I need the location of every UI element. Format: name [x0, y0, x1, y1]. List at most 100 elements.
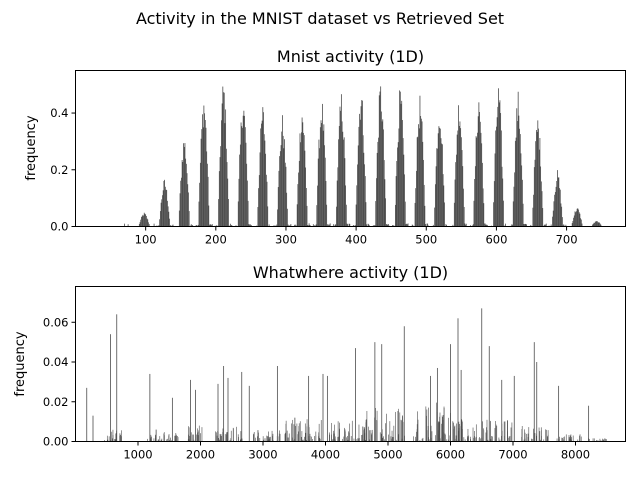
x-tick-label: 1000: [123, 448, 152, 462]
bar: [577, 439, 579, 442]
bar: [357, 145, 359, 227]
bar: [502, 178, 504, 227]
bar: [595, 221, 597, 227]
bar: [571, 223, 573, 227]
bar: [302, 439, 303, 442]
bar: [578, 209, 579, 227]
bar: [298, 172, 299, 227]
bar: [145, 216, 147, 227]
bar: [110, 334, 111, 442]
bar: [278, 170, 280, 227]
bar: [86, 387, 88, 442]
bar: [439, 128, 441, 227]
bar: [576, 208, 578, 227]
bar: [144, 213, 146, 227]
bar: [294, 417, 296, 442]
bar: [356, 439, 358, 442]
bar: [358, 438, 359, 442]
bar: [441, 436, 443, 442]
bar: [467, 438, 468, 442]
bar: [557, 177, 559, 227]
bar: [175, 434, 177, 442]
bar: [539, 138, 541, 227]
bar: [454, 426, 455, 442]
bar: [465, 223, 467, 227]
bar: [422, 141, 424, 227]
bar: [331, 422, 332, 442]
bar: [378, 137, 379, 227]
bar: [443, 185, 445, 227]
bar: [536, 362, 538, 442]
bar: [503, 436, 505, 442]
bar: [454, 179, 456, 227]
bar: [124, 223, 126, 227]
bar: [400, 419, 402, 442]
bar: [276, 365, 278, 442]
y-axis-label: frequency: [13, 331, 28, 397]
bar: [445, 224, 447, 227]
bar: [481, 162, 483, 227]
bar: [196, 225, 198, 227]
bar: [216, 225, 217, 227]
bar: [561, 437, 563, 442]
bar: [244, 127, 246, 227]
bar: [563, 224, 565, 227]
bar: [392, 436, 393, 442]
bar: [293, 439, 294, 442]
bar: [563, 437, 565, 442]
bar: [197, 435, 199, 442]
bar: [430, 375, 431, 442]
bar: [261, 123, 262, 227]
bar: [459, 426, 461, 442]
bar: [199, 162, 201, 227]
bar: [442, 144, 443, 227]
bar: [277, 209, 278, 227]
bar: [439, 412, 441, 442]
bar: [215, 431, 216, 442]
bar: [369, 430, 370, 442]
bar: [423, 159, 424, 227]
bar: [401, 100, 403, 227]
bar: [501, 166, 503, 227]
bar: [356, 185, 358, 227]
bar: [299, 133, 301, 227]
bar: [488, 346, 490, 442]
bar: [141, 217, 142, 227]
bar: [265, 153, 267, 227]
bar: [176, 435, 177, 442]
bar: [251, 225, 252, 227]
bar: [188, 438, 190, 442]
bar: [238, 178, 240, 227]
bar: [399, 91, 401, 227]
bar: [561, 217, 563, 227]
bar: [500, 113, 502, 227]
bar: [349, 423, 351, 442]
bar: [172, 224, 174, 227]
bar: [322, 373, 324, 442]
bar: [473, 200, 475, 227]
bar: [446, 225, 448, 227]
bar: [340, 94, 342, 227]
bar: [359, 119, 361, 227]
bar: [472, 224, 474, 227]
bar: [370, 433, 372, 442]
bar: [269, 438, 270, 442]
bar: [296, 434, 298, 442]
bar: [536, 130, 537, 227]
bar: [179, 193, 181, 227]
bar: [457, 318, 459, 442]
bar: [417, 136, 419, 227]
bar: [223, 92, 225, 227]
bar: [496, 117, 498, 227]
bar: [517, 91, 519, 227]
bar: [383, 160, 385, 227]
bar: [521, 179, 523, 227]
bar: [196, 434, 198, 442]
bar: [599, 222, 600, 227]
bar: [115, 433, 117, 442]
bar: [278, 436, 280, 442]
bar: [279, 156, 281, 227]
bar: [314, 436, 315, 442]
bar: [483, 203, 485, 227]
bar: [387, 224, 389, 227]
